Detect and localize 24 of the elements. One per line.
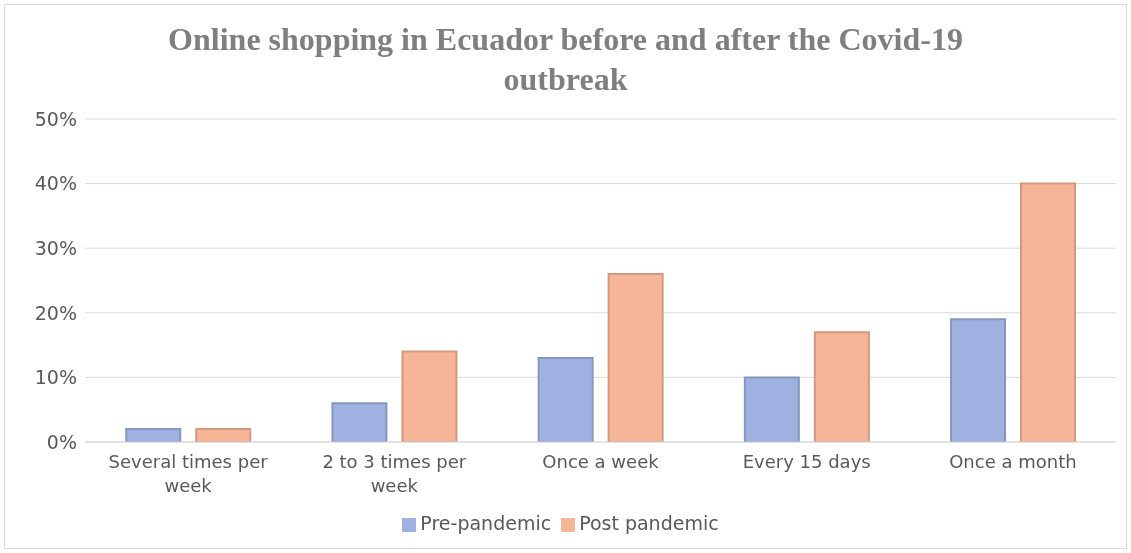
legend-label: Post pandemic [579, 512, 719, 534]
x-tick-label: 2 to 3 times per week [322, 451, 467, 496]
y-tick-label: 10% [34, 366, 77, 389]
y-tick-label: 50% [34, 107, 77, 130]
y-tick-label: 20% [34, 301, 77, 324]
bar [537, 357, 594, 442]
legend-label: Pre-pandemic [420, 512, 552, 534]
bar [331, 402, 388, 442]
bar [607, 273, 664, 442]
bar [195, 428, 252, 442]
y-tick-label: 0% [46, 430, 77, 453]
bar [813, 331, 870, 442]
bar [1020, 182, 1077, 442]
x-tick-label: Several times per week [108, 451, 269, 496]
chart-title: Online shopping in Ecuador before and after the Covid-19 outbreak [167, 20, 964, 99]
bar [743, 376, 800, 442]
bar [125, 428, 182, 442]
x-tick-label: Every 15 days [742, 451, 871, 472]
bar [950, 318, 1007, 442]
x-tick-label: Once a week [542, 451, 660, 472]
y-tick-label: 30% [34, 236, 77, 259]
y-tick-label: 40% [34, 172, 77, 195]
bar [401, 350, 458, 442]
x-tick-label: Once a month [949, 451, 1077, 472]
